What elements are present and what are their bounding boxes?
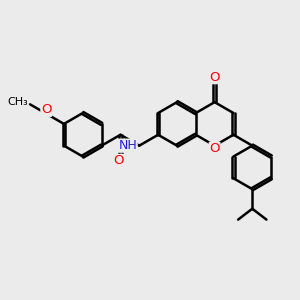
Text: O: O xyxy=(209,142,220,155)
Text: O: O xyxy=(209,70,220,84)
Text: CH₃: CH₃ xyxy=(7,97,28,107)
Text: NH: NH xyxy=(118,139,137,152)
Text: O: O xyxy=(41,103,51,116)
Text: O: O xyxy=(113,154,124,167)
